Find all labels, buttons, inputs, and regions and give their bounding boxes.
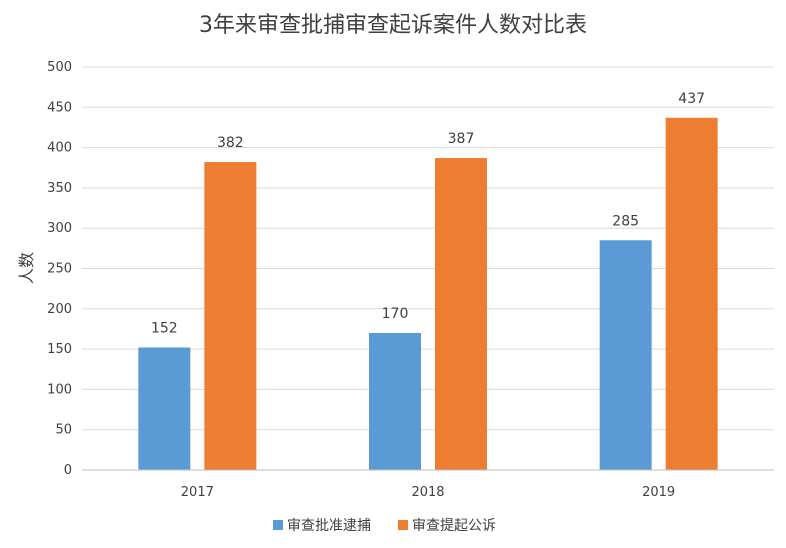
- legend-swatch: [273, 520, 283, 530]
- y-tick-label: 300: [47, 221, 72, 236]
- y-tick-label: 0: [64, 463, 72, 478]
- chart-title: 3年来审查批捕审查起诉案件人数对比表: [199, 13, 587, 38]
- legend-swatch: [398, 520, 408, 530]
- y-tick-label: 50: [55, 423, 72, 438]
- bar-2018-series-1: [369, 332, 421, 470]
- data-label: 437: [678, 91, 705, 107]
- legend: 审查批准逮捕 审查提起公诉: [273, 518, 496, 534]
- y-tick-label: 350: [47, 181, 72, 196]
- y-tick-label: 400: [47, 141, 72, 156]
- x-axis-ticks: 2017 2018 2019: [82, 469, 774, 500]
- legend-label: 审查批准逮捕: [287, 518, 371, 534]
- y-axis-ticks: 0 50 100 150 200 250 300 350 400 450 500: [47, 60, 72, 478]
- x-tick-label: 2018: [411, 485, 444, 500]
- bar-2017-series-2: [204, 162, 257, 470]
- data-labels: 152 382 170 387 285 437: [151, 91, 705, 337]
- y-tick-label: 150: [47, 342, 72, 357]
- y-tick-label: 200: [47, 302, 72, 317]
- bar-2017-series-1: [138, 347, 191, 470]
- data-label: 387: [448, 131, 475, 147]
- x-tick-label: 2019: [642, 485, 675, 500]
- bar-2019-series-1: [599, 240, 652, 470]
- data-label: 382: [217, 135, 244, 151]
- y-axis-label: 人数: [17, 252, 36, 284]
- y-tick-label: 100: [47, 382, 72, 397]
- y-tick-label: 450: [47, 100, 72, 115]
- bar-2019-series-2: [665, 117, 718, 470]
- data-label: 170: [382, 306, 409, 322]
- data-label: 152: [151, 320, 178, 336]
- legend-label: 审查提起公诉: [412, 518, 496, 534]
- x-tick-label: 2017: [181, 485, 214, 500]
- y-tick-label: 500: [47, 60, 72, 75]
- data-label: 285: [612, 213, 639, 229]
- bars: [138, 117, 718, 470]
- gridlines: [82, 66, 774, 471]
- y-tick-label: 250: [47, 262, 72, 277]
- bar-2018-series-2: [435, 158, 487, 470]
